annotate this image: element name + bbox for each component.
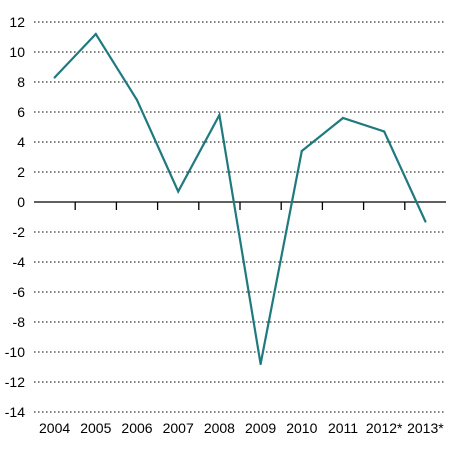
- data-point: [94, 32, 97, 36]
- series-line-0: [53, 32, 427, 365]
- y-tick-label: -4: [13, 254, 26, 270]
- data-point: [135, 98, 139, 102]
- x-tick-label: 2012*: [366, 420, 403, 436]
- data-point: [341, 116, 345, 120]
- y-tick-label: -2: [13, 224, 26, 240]
- data-point: [424, 220, 427, 223]
- x-tick-label: 2013*: [407, 420, 444, 436]
- x-tick-label: 2011: [328, 420, 358, 436]
- y-tick-label: 6: [17, 104, 25, 120]
- y-tick-label: -14: [5, 404, 25, 420]
- y-tick-label: 4: [17, 134, 25, 150]
- data-point: [300, 149, 303, 153]
- y-tick-label: 0: [17, 194, 25, 210]
- x-tick-label: 2009: [245, 420, 276, 436]
- y-tick-label: 2: [17, 164, 25, 180]
- x-tick-label: 2006: [121, 420, 152, 436]
- y-axis-tick-labels: 12 10 8 6 4 2 0 -2 -4 -6 -8 -10 -12 -14: [5, 14, 25, 420]
- data-point: [259, 362, 262, 366]
- x-axis: [34, 201, 446, 210]
- y-tick-label: -12: [5, 374, 25, 390]
- gridlines: [34, 21, 446, 413]
- data-point: [383, 130, 386, 133]
- x-tick-label: 2007: [163, 420, 194, 436]
- y-tick-label: 10: [9, 44, 25, 60]
- x-tick-label: 2005: [80, 420, 111, 436]
- x-tick-label: 2010: [286, 420, 317, 436]
- data-point: [218, 113, 221, 117]
- data-point: [177, 190, 180, 193]
- x-tick-label: 2008: [204, 420, 235, 436]
- y-tick-label: -6: [13, 284, 26, 300]
- x-axis-tick-labels: 2004 2005 2006 2007 2008 2009 2010 2011 2012* 201…: [39, 420, 444, 436]
- y-tick-label: -10: [5, 344, 25, 360]
- y-tick-label: -8: [13, 314, 26, 330]
- y-tick-label: 8: [17, 74, 25, 90]
- data-point: [53, 76, 56, 79]
- series-group: [53, 32, 427, 366]
- x-tick-label: 2004: [39, 420, 70, 436]
- y-tick-label: 12: [9, 14, 25, 30]
